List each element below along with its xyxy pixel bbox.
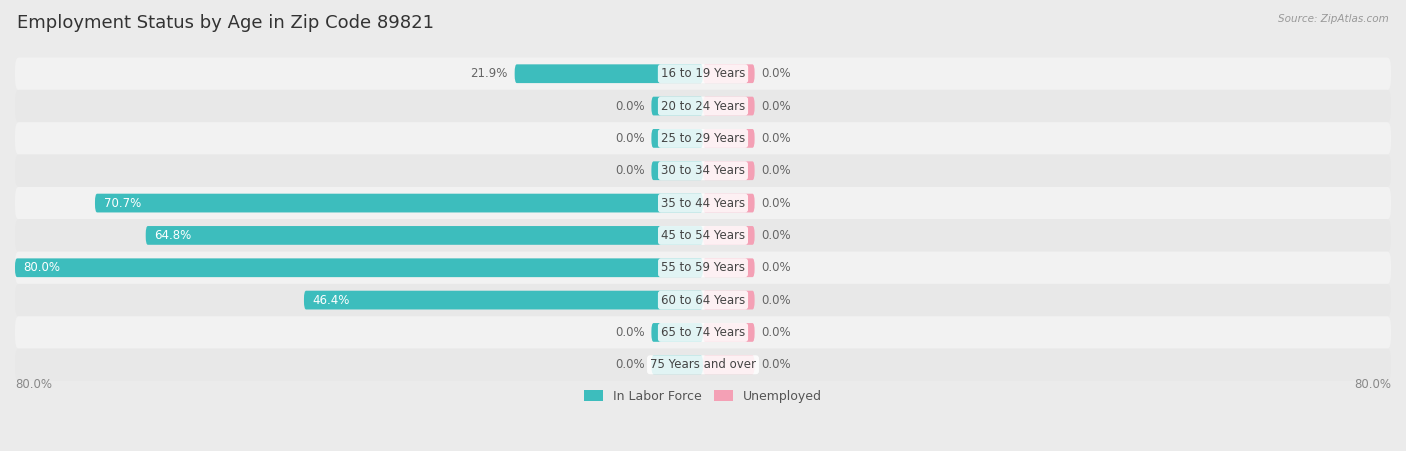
FancyBboxPatch shape <box>15 252 1391 284</box>
Text: 0.0%: 0.0% <box>614 358 644 371</box>
Text: 16 to 19 Years: 16 to 19 Years <box>661 67 745 80</box>
Text: 0.0%: 0.0% <box>762 326 792 339</box>
FancyBboxPatch shape <box>15 258 703 277</box>
Text: 0.0%: 0.0% <box>614 132 644 145</box>
Text: Employment Status by Age in Zip Code 89821: Employment Status by Age in Zip Code 898… <box>17 14 434 32</box>
Text: 80.0%: 80.0% <box>1354 378 1391 391</box>
Text: 0.0%: 0.0% <box>762 67 792 80</box>
Text: 25 to 29 Years: 25 to 29 Years <box>661 132 745 145</box>
FancyBboxPatch shape <box>15 58 1391 90</box>
FancyBboxPatch shape <box>651 161 703 180</box>
Text: 0.0%: 0.0% <box>762 261 792 274</box>
FancyBboxPatch shape <box>651 97 703 115</box>
FancyBboxPatch shape <box>651 323 703 342</box>
Text: 0.0%: 0.0% <box>762 164 792 177</box>
Text: 35 to 44 Years: 35 to 44 Years <box>661 197 745 210</box>
Text: 0.0%: 0.0% <box>762 358 792 371</box>
Text: 0.0%: 0.0% <box>762 294 792 307</box>
FancyBboxPatch shape <box>703 355 755 374</box>
FancyBboxPatch shape <box>703 64 755 83</box>
FancyBboxPatch shape <box>703 161 755 180</box>
Text: 0.0%: 0.0% <box>762 197 792 210</box>
FancyBboxPatch shape <box>515 64 703 83</box>
FancyBboxPatch shape <box>703 323 755 342</box>
FancyBboxPatch shape <box>703 97 755 115</box>
Text: 0.0%: 0.0% <box>614 100 644 113</box>
FancyBboxPatch shape <box>96 193 703 212</box>
Text: 0.0%: 0.0% <box>614 326 644 339</box>
Text: 0.0%: 0.0% <box>762 100 792 113</box>
Text: 80.0%: 80.0% <box>24 261 60 274</box>
Text: 64.8%: 64.8% <box>155 229 191 242</box>
Text: 30 to 34 Years: 30 to 34 Years <box>661 164 745 177</box>
Text: 0.0%: 0.0% <box>614 164 644 177</box>
FancyBboxPatch shape <box>304 291 703 309</box>
FancyBboxPatch shape <box>146 226 703 245</box>
FancyBboxPatch shape <box>651 355 703 374</box>
Text: 0.0%: 0.0% <box>762 132 792 145</box>
FancyBboxPatch shape <box>15 155 1391 187</box>
FancyBboxPatch shape <box>15 284 1391 316</box>
FancyBboxPatch shape <box>703 226 755 245</box>
FancyBboxPatch shape <box>15 122 1391 155</box>
Text: 55 to 59 Years: 55 to 59 Years <box>661 261 745 274</box>
FancyBboxPatch shape <box>15 316 1391 349</box>
Text: 80.0%: 80.0% <box>15 378 52 391</box>
FancyBboxPatch shape <box>703 193 755 212</box>
Text: 60 to 64 Years: 60 to 64 Years <box>661 294 745 307</box>
FancyBboxPatch shape <box>15 187 1391 219</box>
FancyBboxPatch shape <box>15 90 1391 122</box>
FancyBboxPatch shape <box>703 129 755 148</box>
Text: 45 to 54 Years: 45 to 54 Years <box>661 229 745 242</box>
FancyBboxPatch shape <box>703 291 755 309</box>
Text: 21.9%: 21.9% <box>471 67 508 80</box>
Text: 75 Years and over: 75 Years and over <box>650 358 756 371</box>
Text: 46.4%: 46.4% <box>312 294 350 307</box>
Text: 20 to 24 Years: 20 to 24 Years <box>661 100 745 113</box>
Text: 0.0%: 0.0% <box>762 229 792 242</box>
FancyBboxPatch shape <box>703 258 755 277</box>
FancyBboxPatch shape <box>651 129 703 148</box>
Text: Source: ZipAtlas.com: Source: ZipAtlas.com <box>1278 14 1389 23</box>
Text: 70.7%: 70.7% <box>104 197 141 210</box>
FancyBboxPatch shape <box>15 349 1391 381</box>
Legend: In Labor Force, Unemployed: In Labor Force, Unemployed <box>579 385 827 408</box>
Text: 65 to 74 Years: 65 to 74 Years <box>661 326 745 339</box>
FancyBboxPatch shape <box>15 219 1391 252</box>
